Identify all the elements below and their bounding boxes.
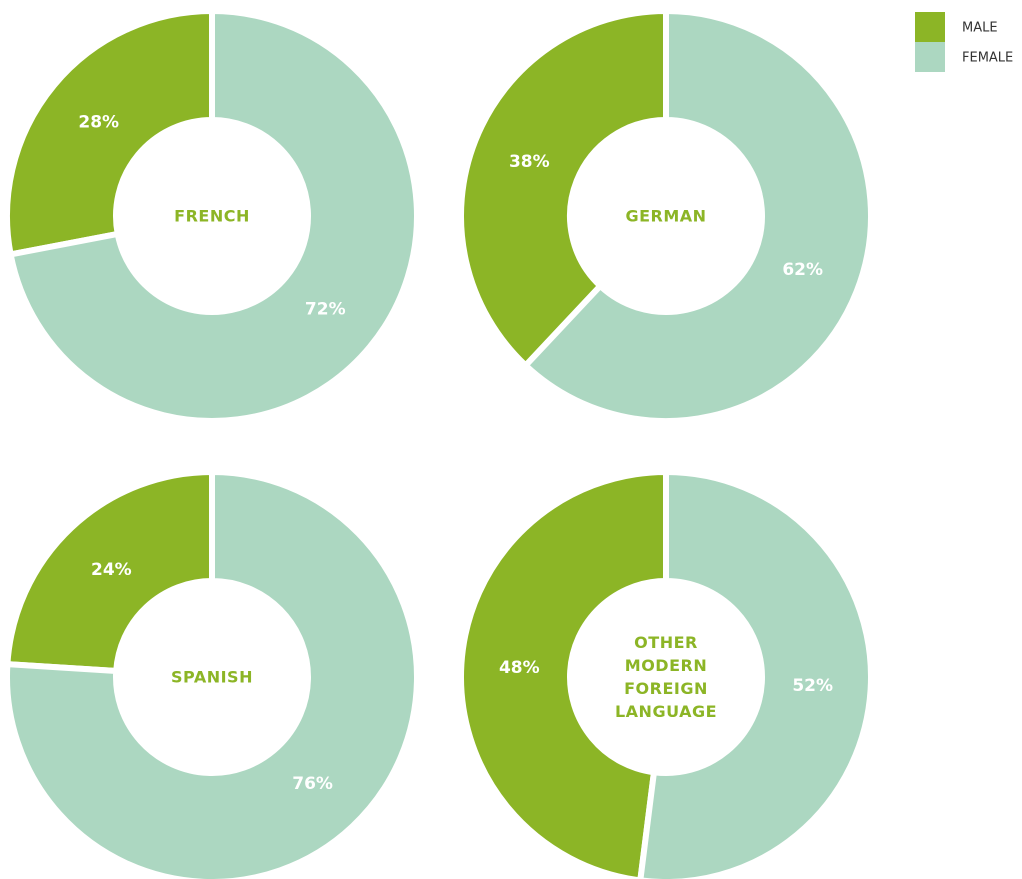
donut-segment xyxy=(4,468,420,879)
value-label: 52% xyxy=(792,676,833,696)
value-label: 72% xyxy=(305,300,346,320)
value-label: 62% xyxy=(782,260,823,280)
legend-swatch xyxy=(915,42,945,72)
value-label: 38% xyxy=(509,152,550,172)
legend-label: MALE xyxy=(962,21,998,36)
donut-segment xyxy=(7,7,420,424)
donut-segment xyxy=(521,7,874,424)
donut-title: FRENCH xyxy=(174,206,250,226)
donut-title: GERMAN xyxy=(625,206,707,226)
donut-title: OTHER MODERN FOREIGN LANGUAGE xyxy=(614,633,718,721)
donut-segment xyxy=(4,7,215,258)
value-label: 28% xyxy=(78,112,119,132)
value-label: 24% xyxy=(91,560,132,580)
value-label: 48% xyxy=(499,658,540,678)
legend-label: FEMALE xyxy=(962,51,1013,66)
donut-segment xyxy=(458,468,669,879)
donut-segment xyxy=(637,468,874,879)
legend-swatch xyxy=(915,12,945,42)
donut-segment xyxy=(4,468,215,675)
donut-segment xyxy=(458,7,669,370)
donut-title: SPANISH xyxy=(171,667,253,687)
value-label: 76% xyxy=(292,774,333,794)
